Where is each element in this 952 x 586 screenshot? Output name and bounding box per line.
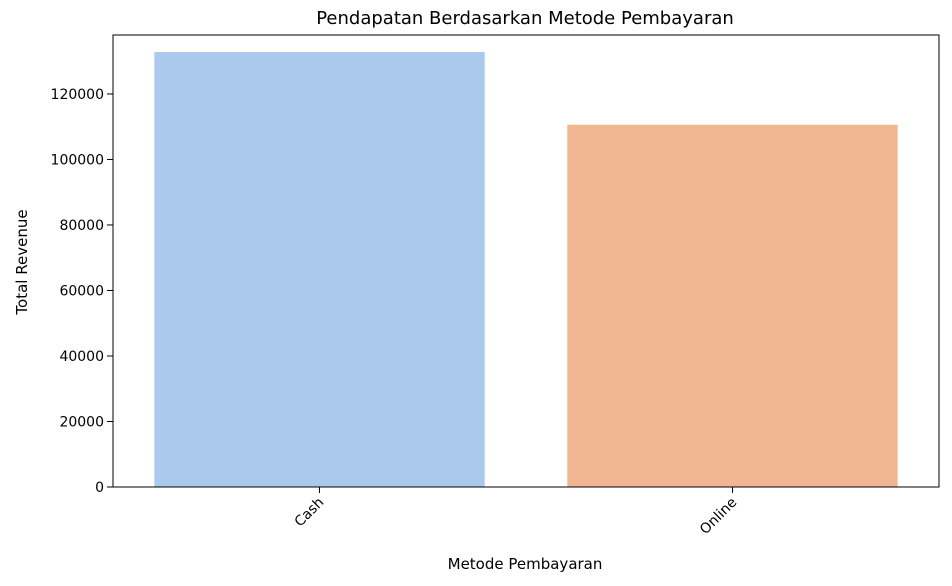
- y-tick-label: 0: [95, 480, 104, 496]
- x-axis-label: Metode Pembayaran: [448, 555, 603, 573]
- y-tick-label: 60000: [59, 283, 104, 299]
- y-tick-label: 120000: [51, 87, 104, 103]
- bars-group: [154, 52, 898, 487]
- y-tick-label: 40000: [59, 349, 104, 365]
- chart-title: Pendapatan Berdasarkan Metode Pembayaran: [316, 8, 734, 29]
- x-tick-label: Cash: [292, 495, 328, 531]
- y-axis-label: Total Revenue: [13, 209, 31, 315]
- x-tick-label: Online: [697, 495, 740, 538]
- bar-cash: [154, 52, 485, 487]
- y-tick-label: 80000: [59, 218, 104, 234]
- x-axis: Cash Online: [292, 487, 740, 538]
- bar-online: [567, 124, 898, 487]
- y-tick-label: 100000: [51, 152, 104, 168]
- y-axis: 0 20000 40000 60000 80000 100000 120000: [51, 87, 113, 496]
- y-tick-label: 20000: [59, 414, 104, 430]
- plot-frame: [112, 34, 940, 488]
